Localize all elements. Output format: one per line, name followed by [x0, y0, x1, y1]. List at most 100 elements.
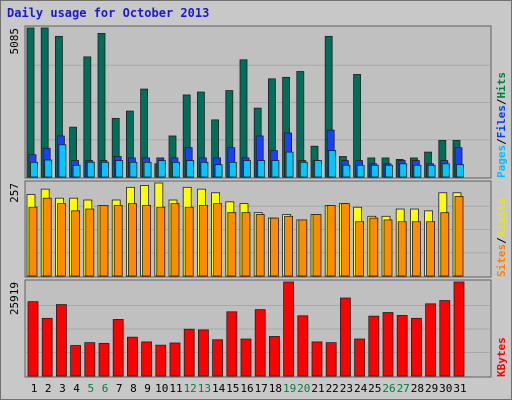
visits-sites-bar-day-1: [28, 206, 38, 277]
hits-pages-bar-day-27: [399, 163, 408, 178]
chart-title: Daily usage for October 2013: [7, 6, 209, 20]
hits-pages-bar-day-4: [72, 164, 81, 178]
visits-sites-bar-day-6: [99, 205, 109, 277]
day-label-28: 28: [411, 382, 424, 395]
visits-sites-bar-day-19: [284, 215, 294, 277]
kbytes-kbytes-bar-day-2: [41, 317, 53, 377]
hits-pages-bar-day-8: [129, 161, 138, 178]
hits-legend-segment-0: Pages: [495, 145, 508, 178]
hits-pages-bar-day-24: [356, 164, 365, 178]
visits-sites-bar-day-26: [383, 219, 393, 277]
day-label-8: 8: [130, 382, 137, 395]
kbytes-kbytes-bar-day-22: [325, 342, 337, 377]
visits-max-label: 257: [8, 183, 21, 203]
kbytes-kbytes-bar-day-19: [283, 281, 295, 377]
kbytes-kbytes-bar-day-10: [155, 344, 167, 377]
day-label-7: 7: [116, 382, 123, 395]
kbytes-legend-segment-0: KBytes: [495, 337, 508, 377]
day-label-1: 1: [31, 382, 38, 395]
hits-pages-bar-day-11: [172, 161, 180, 178]
visits-sites-bar-day-17: [255, 214, 265, 277]
kbytes-kbytes-bar-day-28: [410, 317, 422, 377]
kbytes-kbytes-bar-day-30: [439, 300, 451, 377]
hits-pages-bar-day-14: [214, 164, 223, 178]
day-label-26: 26: [382, 382, 395, 395]
hits-pages-bar-day-29: [427, 164, 436, 178]
day-label-20: 20: [297, 382, 310, 395]
kbytes-kbytes-bar-day-9: [141, 341, 153, 377]
day-label-4: 4: [73, 382, 80, 395]
visits-sites-bar-day-11: [170, 203, 180, 277]
kbytes-kbytes-bar-day-14: [212, 339, 224, 377]
kbytes-kbytes-bar-day-11: [169, 342, 181, 377]
hits-legend-segment-4: Hits: [495, 72, 508, 99]
kbytes-kbytes-bar-day-15: [226, 311, 238, 377]
hits-pages-bar-day-25: [370, 164, 379, 178]
hits-pages-bar-day-5: [86, 161, 95, 178]
visits-legend: Sites/Visits: [495, 198, 508, 278]
hits-pages-bar-day-12: [186, 160, 195, 178]
kbytes-kbytes-bar-day-18: [268, 336, 280, 377]
visits-sites-bar-day-7: [113, 205, 123, 277]
kbytes-kbytes-bar-day-25: [368, 315, 380, 377]
day-label-21: 21: [311, 382, 324, 395]
day-label-23: 23: [340, 382, 353, 395]
visits-sites-bar-day-30: [440, 212, 450, 277]
kbytes-kbytes-bar-day-7: [112, 319, 124, 377]
hits-pages-bar-day-3: [58, 144, 67, 178]
kbytes-kbytes-bar-day-12: [183, 328, 195, 377]
visits-sites-bar-day-5: [85, 208, 95, 277]
day-label-3: 3: [59, 382, 66, 395]
hits-pages-bar-day-22: [328, 150, 337, 178]
visits-sites-bar-day-20: [298, 219, 308, 277]
kbytes-kbytes-bar-day-31: [453, 281, 465, 377]
visits-sites-bar-day-28: [411, 221, 421, 277]
hits-pages-bar-day-2: [44, 159, 53, 178]
kbytes-kbytes-bar-day-3: [56, 304, 67, 377]
kbytes-kbytes-bar-day-16: [240, 338, 252, 377]
visits-sites-bar-day-29: [426, 221, 436, 277]
day-label-27: 27: [397, 382, 410, 395]
kbytes-kbytes-bar-day-27: [396, 315, 408, 377]
hits-pages-bar-day-15: [228, 161, 237, 178]
visits-legend-segment-1: /: [495, 237, 508, 244]
hits-pages-bar-day-18: [271, 160, 280, 178]
kbytes-kbytes-bar-day-1: [27, 301, 39, 377]
visits-sites-bar-day-4: [71, 210, 80, 277]
visits-sites-bar-day-24: [355, 221, 365, 277]
visits-legend-segment-2: Visits: [495, 198, 508, 238]
visits-sites-bar-day-31: [454, 195, 464, 277]
kbytes-kbytes-bar-day-8: [127, 336, 138, 377]
visits-sites-bar-day-21: [312, 214, 322, 277]
day-label-25: 25: [368, 382, 381, 395]
hits-pages-bar-day-10: [157, 160, 166, 178]
day-label-5: 5: [87, 382, 94, 395]
hits-pages-bar-day-23: [342, 164, 351, 178]
kbytes-kbytes-bar-day-24: [354, 338, 366, 377]
hits-pages-bar-day-7: [115, 160, 124, 178]
visits-sites-bar-day-12: [184, 206, 194, 277]
hits-pages-bar-day-9: [143, 161, 152, 178]
visits-sites-bar-day-16: [241, 212, 251, 277]
hits-legend-segment-1: /: [495, 138, 508, 145]
visits-sites-bar-day-15: [227, 212, 237, 277]
visits-sites-bar-day-2: [42, 197, 52, 277]
hits-pages-bar-day-21: [314, 160, 322, 178]
hits-pages-bar-day-28: [413, 164, 422, 178]
visits-sites-bar-day-22: [326, 205, 336, 277]
hits-pages-bar-day-16: [243, 160, 251, 178]
day-label-6: 6: [102, 382, 109, 395]
hits-pages-bar-day-26: [385, 164, 393, 178]
day-label-30: 30: [439, 382, 452, 395]
day-label-17: 17: [255, 382, 268, 395]
day-label-2: 2: [45, 382, 52, 395]
kbytes-kbytes-bar-day-13: [197, 329, 209, 377]
hits-pages-bar-day-19: [285, 151, 294, 178]
visits-sites-bar-day-25: [369, 217, 379, 277]
visits-legend-segment-0: Sites: [495, 244, 508, 277]
kbytes-legend: KBytes: [495, 337, 508, 377]
day-label-11: 11: [169, 382, 182, 395]
hits-hits-bar-day-6: [97, 33, 106, 178]
day-label-9: 9: [144, 382, 151, 395]
